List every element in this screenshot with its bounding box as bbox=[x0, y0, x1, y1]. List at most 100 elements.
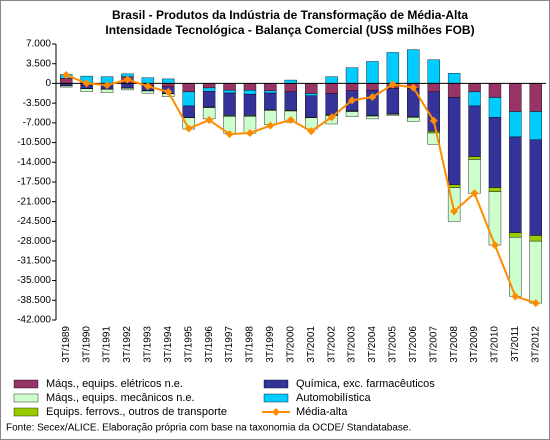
bar-segment bbox=[325, 76, 338, 84]
bar-segment bbox=[121, 83, 134, 89]
legend-label: Equips. ferrovs., outros de transporte bbox=[46, 406, 227, 418]
bar-segment bbox=[60, 78, 73, 84]
bar-segment bbox=[386, 114, 400, 116]
bar-segment bbox=[488, 83, 502, 98]
line-marker bbox=[327, 113, 336, 122]
bar-segment bbox=[264, 90, 277, 94]
bar-segment bbox=[182, 83, 195, 93]
legend-swatch bbox=[263, 393, 289, 403]
x-tick-label: 3T/2009 bbox=[469, 326, 480, 363]
bar-segment bbox=[243, 83, 257, 91]
bar-segment bbox=[447, 184, 461, 188]
line-marker bbox=[62, 70, 71, 79]
line-marker bbox=[490, 241, 499, 250]
y-tick-label: -24.500 bbox=[17, 216, 51, 227]
x-tick-label: 3T/2012 bbox=[530, 326, 541, 363]
line-marker bbox=[205, 116, 214, 125]
line-marker bbox=[82, 79, 91, 88]
bar-segment bbox=[366, 115, 379, 120]
x-tick-label: 3T/1998 bbox=[245, 326, 256, 363]
bar-segment bbox=[529, 139, 542, 236]
y-tick-label: 7.000 bbox=[26, 39, 51, 50]
bar-segment bbox=[488, 117, 502, 188]
bar-segment bbox=[80, 88, 93, 92]
bar-segment bbox=[468, 159, 481, 194]
legend-swatch bbox=[263, 379, 289, 389]
bar-segment bbox=[529, 111, 542, 140]
legend-swatch bbox=[13, 379, 39, 389]
x-tick-label: 3T/2011 bbox=[510, 326, 521, 362]
x-tick-label: 3T/2003 bbox=[347, 326, 358, 363]
x-tick-label: 3T/2001 bbox=[306, 326, 317, 363]
x-tick-label: 3T/1995 bbox=[183, 326, 194, 363]
x-tick-label: 3T/1996 bbox=[204, 326, 215, 363]
legend-label: Média-alta bbox=[296, 406, 348, 418]
y-tick-label: -21.000 bbox=[17, 196, 51, 207]
bar-segment bbox=[284, 79, 297, 84]
bar-segment bbox=[202, 91, 216, 108]
bar-segment bbox=[243, 89, 257, 95]
legend-label: Automobilística bbox=[296, 392, 371, 404]
y-tick-label: -42.000 bbox=[17, 315, 51, 326]
bar-segment bbox=[427, 59, 440, 84]
bar-segment bbox=[529, 83, 542, 112]
bar-segment bbox=[345, 111, 359, 117]
bar-segment bbox=[202, 87, 216, 92]
legend-label: Máqs., equips. mecânicos n.e. bbox=[46, 392, 195, 404]
bar-segment bbox=[509, 111, 522, 138]
line-marker bbox=[245, 128, 254, 137]
y-tick-label: 3.500 bbox=[26, 58, 51, 69]
x-tick-label: 3T/2000 bbox=[285, 326, 296, 363]
line-marker bbox=[123, 75, 132, 84]
x-tick-label: 3T/1994 bbox=[163, 326, 174, 363]
x-tick-label: 3T/2004 bbox=[367, 326, 378, 363]
bar-segment bbox=[100, 89, 114, 93]
bar-segment bbox=[468, 156, 481, 160]
y-tick-label: -3.500 bbox=[23, 98, 52, 109]
bar-segment bbox=[223, 89, 236, 94]
chart-title: Brasil - Produtos da Indústria de Transf… bbox=[112, 8, 468, 22]
line-marker bbox=[388, 80, 397, 89]
bar-segment bbox=[182, 105, 195, 118]
bar-segment bbox=[468, 83, 481, 93]
line-marker bbox=[307, 127, 316, 136]
bar-segment bbox=[345, 83, 359, 91]
bar-segment bbox=[284, 83, 297, 93]
y-tick-label: -31.500 bbox=[17, 255, 51, 266]
bar-segment bbox=[407, 117, 420, 122]
line-marker bbox=[450, 207, 459, 216]
y-tick-label: -38.500 bbox=[17, 295, 51, 306]
x-tick-label: 3T/1990 bbox=[81, 326, 92, 363]
y-tick-label: -17.500 bbox=[17, 177, 51, 188]
bar-segment bbox=[202, 83, 216, 89]
x-tick-label: 3T/2005 bbox=[388, 326, 399, 363]
bar-segment bbox=[468, 91, 481, 107]
line-marker bbox=[266, 121, 275, 130]
line-marker bbox=[348, 96, 357, 105]
line-marker bbox=[368, 92, 377, 101]
x-tick-label: 3T/1992 bbox=[122, 326, 133, 363]
legend-label: Máqs., equips. elétricos n.e. bbox=[46, 378, 183, 390]
bar-segment bbox=[386, 88, 400, 115]
bar-segment bbox=[468, 105, 481, 157]
bar-segment bbox=[509, 83, 522, 112]
bar-segment bbox=[305, 93, 318, 97]
bar-segment bbox=[447, 97, 461, 186]
line bbox=[65, 74, 537, 305]
line-marker bbox=[429, 116, 438, 125]
bar-segment bbox=[447, 73, 461, 84]
bar-segment bbox=[284, 91, 297, 111]
x-tick-label: 3T/2006 bbox=[408, 326, 419, 363]
bar-segment bbox=[264, 92, 277, 111]
x-tick-label: 3T/1989 bbox=[61, 326, 72, 363]
bar-segment bbox=[162, 83, 175, 88]
bar-segment bbox=[427, 132, 440, 145]
x-tick-label: 3T/2007 bbox=[428, 326, 439, 363]
legend-swatch bbox=[13, 393, 39, 403]
legend-label: Química, exc. farmacêuticos bbox=[296, 378, 435, 390]
bar-segment bbox=[121, 88, 134, 91]
x-tick-label: 3T/2008 bbox=[449, 326, 460, 363]
line-marker bbox=[286, 116, 295, 125]
line-marker bbox=[143, 82, 152, 91]
